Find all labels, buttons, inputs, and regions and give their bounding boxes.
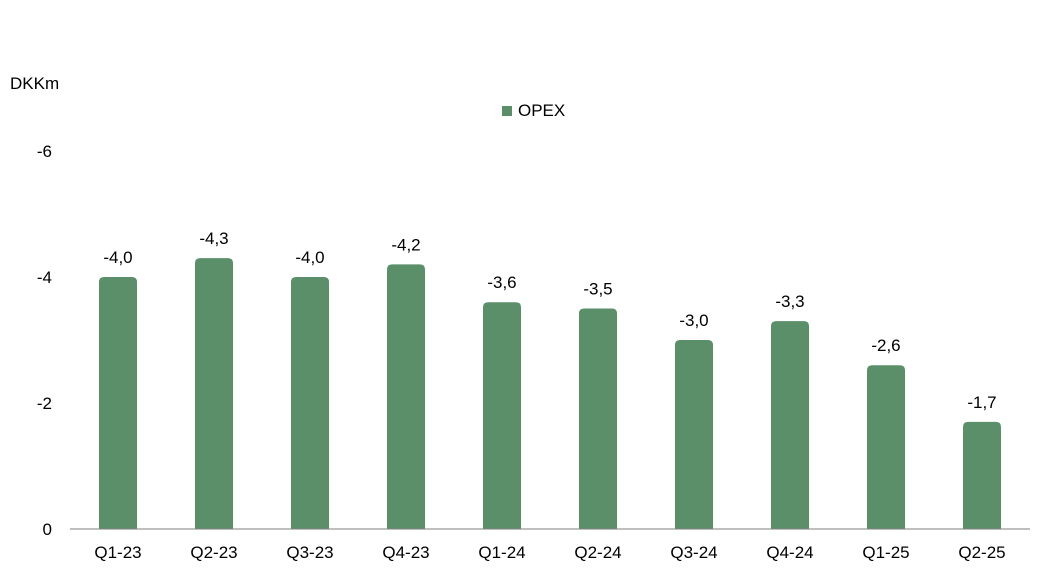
x-tick-label: Q2-25 — [958, 543, 1005, 562]
bar-q1-23 — [99, 277, 137, 529]
x-tick-label: Q4-24 — [766, 543, 813, 562]
bar-q2-23 — [195, 258, 233, 529]
x-tick-label: Q1-23 — [94, 543, 141, 562]
bar-q1-24 — [483, 302, 521, 529]
x-tick-label: Q3-24 — [670, 543, 717, 562]
x-tick-label: Q2-24 — [574, 543, 621, 562]
legend-label-opex: OPEX — [518, 101, 566, 120]
legend-swatch-opex — [502, 106, 512, 116]
data-label: -3,5 — [583, 280, 612, 299]
data-label: -2,6 — [871, 336, 900, 355]
y-axis-unit-label: DKKm — [10, 74, 60, 93]
y-tick-label: -6 — [37, 142, 52, 161]
data-label: -3,3 — [775, 292, 804, 311]
y-tick-label: -2 — [37, 394, 52, 413]
data-label: -4,0 — [103, 248, 132, 267]
data-label: -3,6 — [487, 273, 516, 292]
y-tick-label: -4 — [37, 268, 52, 287]
x-tick-label: Q4-23 — [382, 543, 429, 562]
data-label: -4,3 — [199, 229, 228, 248]
bar-q4-24 — [771, 321, 809, 529]
x-tick-label: Q1-24 — [478, 543, 525, 562]
bar-q1-25 — [867, 365, 905, 529]
data-label: -3,0 — [679, 311, 708, 330]
bar-q2-24 — [579, 308, 617, 529]
bar-q4-23 — [387, 264, 425, 529]
data-label: -4,2 — [391, 235, 420, 254]
x-tick-label: Q2-23 — [190, 543, 237, 562]
x-tick-label: Q3-23 — [286, 543, 333, 562]
bar-q2-25 — [963, 421, 1001, 529]
legend: OPEX — [502, 101, 565, 121]
bar-q3-24 — [675, 340, 713, 529]
data-label: -1,7 — [967, 393, 996, 412]
data-label: -4,0 — [295, 248, 324, 267]
bar-q3-23 — [291, 277, 329, 529]
x-tick-label: Q1-25 — [862, 543, 909, 562]
y-tick-label: 0 — [43, 520, 52, 539]
